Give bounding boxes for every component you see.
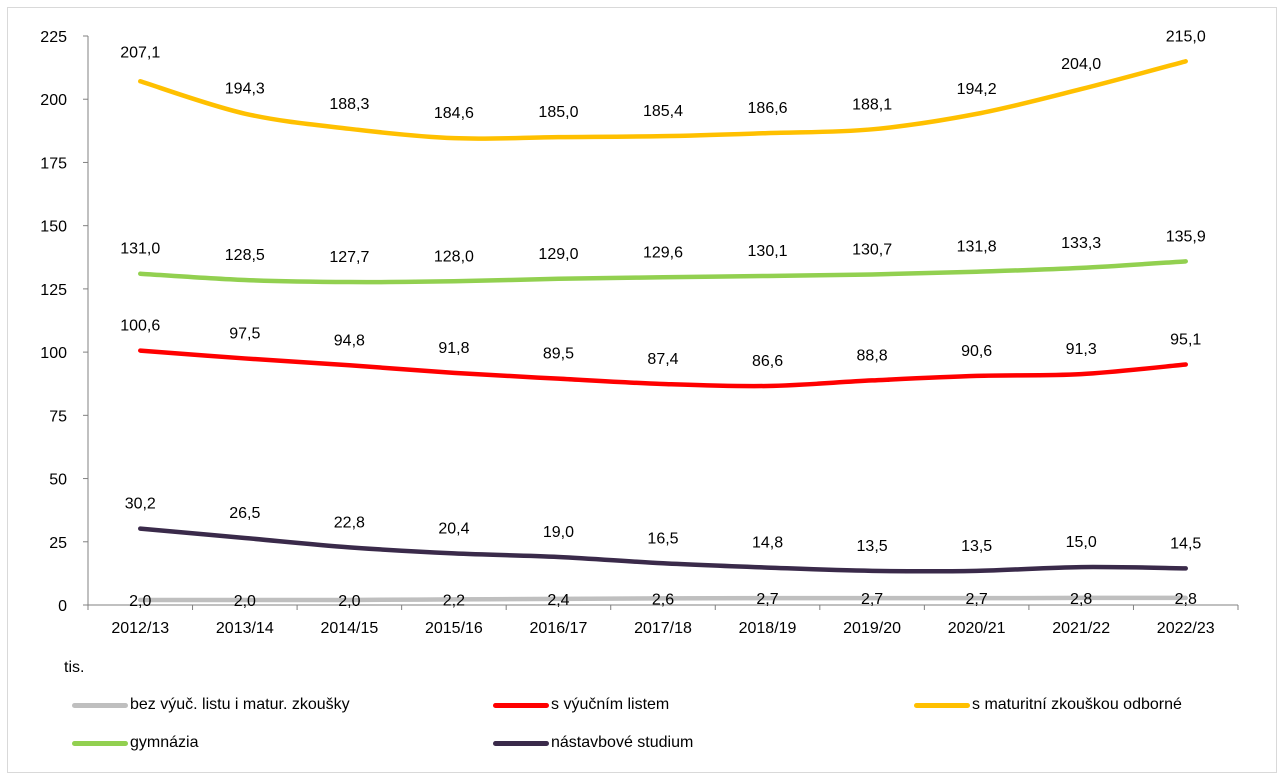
data-label: 127,7 <box>329 249 369 266</box>
data-label: 128,5 <box>225 247 265 264</box>
legend-item: s maturitní zkouškou odborné <box>914 696 1182 714</box>
data-label: 131,0 <box>120 241 160 258</box>
data-label: 20,4 <box>438 520 469 537</box>
data-label: 94,8 <box>334 332 365 349</box>
data-label: 13,5 <box>857 538 888 555</box>
unit-label: tis. <box>64 659 85 676</box>
data-label: 2,7 <box>861 591 883 608</box>
legend-item: gymnázia <box>72 734 198 752</box>
data-label: 30,2 <box>125 496 156 513</box>
series-line <box>138 526 1188 574</box>
legend-swatch <box>493 740 549 746</box>
x-tick-label: 2013/14 <box>216 620 274 637</box>
data-label: 2,7 <box>966 591 988 608</box>
data-label: 95,1 <box>1170 332 1201 349</box>
legend-label: gymnázia <box>130 734 199 751</box>
data-label: 194,3 <box>225 81 265 98</box>
legend-swatch <box>493 702 549 708</box>
data-label: 188,1 <box>852 96 892 113</box>
legend-item: bez výuč. listu i matur. zkoušky <box>72 696 350 714</box>
legend-swatch <box>914 702 970 708</box>
data-label: 88,8 <box>857 347 888 364</box>
legend-label: bez výuč. listu i matur. zkoušky <box>130 696 350 713</box>
legend-label: s výučním listem <box>551 696 670 713</box>
data-label: 129,6 <box>643 244 683 261</box>
x-tick-label: 2020/21 <box>948 620 1006 637</box>
data-label: 14,8 <box>752 535 783 552</box>
data-label: 185,0 <box>538 104 578 121</box>
data-label: 185,4 <box>643 103 683 120</box>
x-tick-label: 2018/19 <box>739 620 797 637</box>
data-label: 87,4 <box>647 351 678 368</box>
data-label: 2,8 <box>1175 591 1197 608</box>
series-line <box>138 59 1188 141</box>
y-tick-label: 50 <box>49 472 67 489</box>
data-label: 131,8 <box>957 239 997 256</box>
data-label: 15,0 <box>1066 534 1097 551</box>
data-label: 2,4 <box>547 592 569 609</box>
y-tick-label: 25 <box>49 535 67 552</box>
data-label: 19,0 <box>543 524 574 541</box>
legend-item: s výučním listem <box>493 696 669 714</box>
y-tick-label: 125 <box>40 282 67 299</box>
data-label: 91,3 <box>1066 341 1097 358</box>
data-label: 22,8 <box>334 514 365 531</box>
series-line <box>138 259 1188 285</box>
x-tick-label: 2022/23 <box>1157 620 1215 637</box>
data-label: 207,1 <box>120 44 160 61</box>
data-label: 184,6 <box>434 105 474 122</box>
data-label: 2,0 <box>129 593 151 610</box>
data-label: 2,8 <box>1070 591 1092 608</box>
y-tick-label: 75 <box>49 408 67 425</box>
data-label: 2,0 <box>234 593 256 610</box>
series-line <box>138 595 1188 603</box>
data-label: 186,6 <box>748 100 788 117</box>
data-label: 97,5 <box>229 325 260 342</box>
x-tick-label: 2016/17 <box>530 620 588 637</box>
data-label: 89,5 <box>543 346 574 363</box>
y-tick-label: 0 <box>58 598 67 615</box>
y-tick-label: 200 <box>40 92 67 109</box>
data-label: 133,3 <box>1061 235 1101 252</box>
data-label: 26,5 <box>229 505 260 522</box>
x-tick-label: 2015/16 <box>425 620 483 637</box>
data-label: 128,0 <box>434 248 474 265</box>
data-label: 2,0 <box>338 593 360 610</box>
x-tick-label: 2017/18 <box>634 620 692 637</box>
legend-label: s maturitní zkouškou odborné <box>972 696 1182 713</box>
data-label: 90,6 <box>961 343 992 360</box>
legend-label: nástavbové studium <box>551 734 694 751</box>
x-tick-label: 2014/15 <box>320 620 378 637</box>
data-label: 215,0 <box>1166 28 1206 45</box>
data-label: 2,2 <box>443 592 465 609</box>
data-label: 204,0 <box>1061 56 1101 73</box>
x-tick-label: 2012/13 <box>111 620 169 637</box>
data-label: 86,6 <box>752 353 783 370</box>
data-label: 194,2 <box>957 81 997 98</box>
data-label: 130,7 <box>852 241 892 258</box>
data-label: 91,8 <box>438 340 469 357</box>
x-tick-label: 2019/20 <box>843 620 901 637</box>
data-label: 188,3 <box>329 96 369 113</box>
legend-swatch <box>72 740 128 746</box>
data-label: 129,0 <box>538 246 578 263</box>
y-tick-label: 100 <box>40 345 67 362</box>
legend-swatch <box>72 702 128 708</box>
series-line <box>138 348 1188 389</box>
data-label: 100,6 <box>120 318 160 335</box>
data-label: 13,5 <box>961 538 992 555</box>
data-label: 16,5 <box>647 530 678 547</box>
data-label: 2,6 <box>652 591 674 608</box>
data-label: 130,1 <box>748 243 788 260</box>
y-tick-label: 150 <box>40 219 67 236</box>
data-label: 135,9 <box>1166 228 1206 245</box>
data-label: 14,5 <box>1170 535 1201 552</box>
legend-item: nástavbové studium <box>493 734 693 752</box>
x-tick-label: 2021/22 <box>1052 620 1110 637</box>
data-label: 2,7 <box>756 591 778 608</box>
y-tick-label: 225 <box>40 29 67 46</box>
y-tick-label: 175 <box>40 155 67 172</box>
